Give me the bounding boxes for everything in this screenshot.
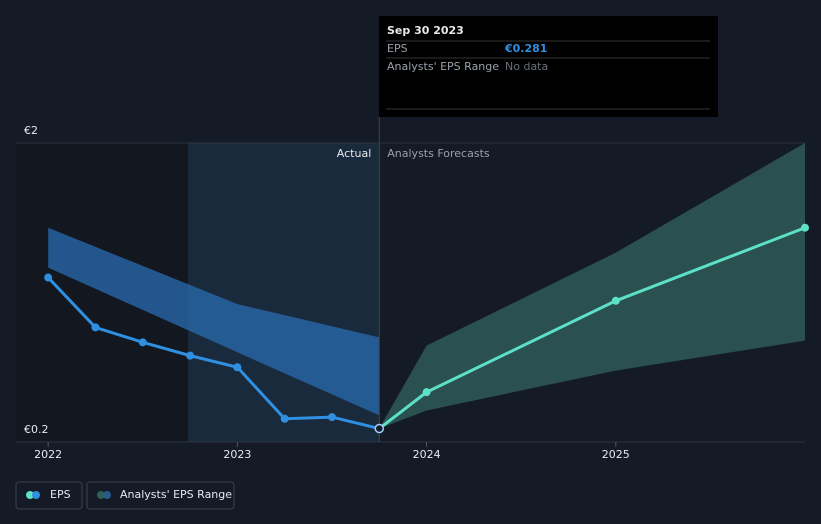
legend-item[interactable] bbox=[86, 481, 235, 510]
point bbox=[801, 223, 809, 232]
tooltip-value: No data bbox=[505, 60, 548, 73]
x-tick-label: 2022 bbox=[34, 448, 62, 461]
tooltip-value: €0.281 bbox=[504, 42, 547, 55]
legend-item[interactable] bbox=[15, 481, 83, 510]
legend-swatch bbox=[32, 491, 40, 499]
range-area bbox=[379, 143, 805, 429]
point bbox=[186, 351, 195, 360]
divider-label: Actual bbox=[337, 147, 371, 160]
tooltip bbox=[379, 16, 718, 117]
tooltip-label: EPS bbox=[387, 42, 408, 55]
point bbox=[233, 363, 242, 372]
point bbox=[91, 323, 100, 332]
x-tick-label: 2024 bbox=[413, 448, 441, 461]
point bbox=[374, 423, 385, 434]
legend-label: EPS bbox=[50, 488, 71, 501]
tooltip-date: Sep 30 2023 bbox=[387, 24, 464, 37]
point bbox=[44, 273, 53, 282]
divider-label: Analysts Forecasts bbox=[387, 147, 490, 160]
x-tick-label: 2023 bbox=[223, 448, 251, 461]
line bbox=[378, 226, 806, 430]
legend-label: Analysts' EPS Range bbox=[120, 488, 232, 501]
tooltip-label: Analysts' EPS Range bbox=[387, 60, 499, 73]
point bbox=[327, 413, 336, 422]
point bbox=[611, 296, 620, 305]
legend-swatch bbox=[26, 491, 34, 499]
point bbox=[280, 414, 289, 423]
y-tick-label: €0.2 bbox=[24, 423, 49, 436]
y-tick-label: €2 bbox=[24, 124, 38, 137]
x-tick-label: 2025 bbox=[602, 448, 630, 461]
range-area bbox=[48, 227, 380, 416]
point bbox=[138, 338, 147, 347]
point bbox=[422, 388, 431, 397]
legend-swatch bbox=[103, 491, 111, 499]
line bbox=[47, 276, 380, 431]
legend-swatch bbox=[97, 491, 105, 499]
